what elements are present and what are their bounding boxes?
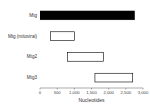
- category-label: Mtg (mitoviral): [8, 34, 38, 39]
- range-bar: [40, 11, 134, 20]
- x-axis: [40, 88, 143, 89]
- category-label: Mtg2: [27, 54, 38, 59]
- x-tick-label: 2,500: [121, 90, 132, 95]
- x-tick-label: 2,000: [103, 90, 114, 95]
- category-label: Mtg: [29, 13, 37, 18]
- chart: Mtg Mtg (mitoviral) Mtg2 Mtg3 0 500 1,000 1,500…: [0, 0, 150, 110]
- x-tick-label: 1,500: [86, 90, 97, 95]
- x-tick-label: 3,000: [138, 90, 149, 95]
- x-tick-label: 0: [39, 90, 42, 95]
- category-label: Mtg3: [27, 75, 38, 80]
- range-bar: [67, 53, 103, 62]
- x-axis-label: Nucleotides: [78, 97, 105, 103]
- range-bar: [95, 73, 133, 82]
- x-tick-label: 500: [54, 90, 62, 95]
- x-tick-label: 1,000: [69, 90, 80, 95]
- bars: [40, 11, 134, 82]
- range-bar: [50, 32, 74, 41]
